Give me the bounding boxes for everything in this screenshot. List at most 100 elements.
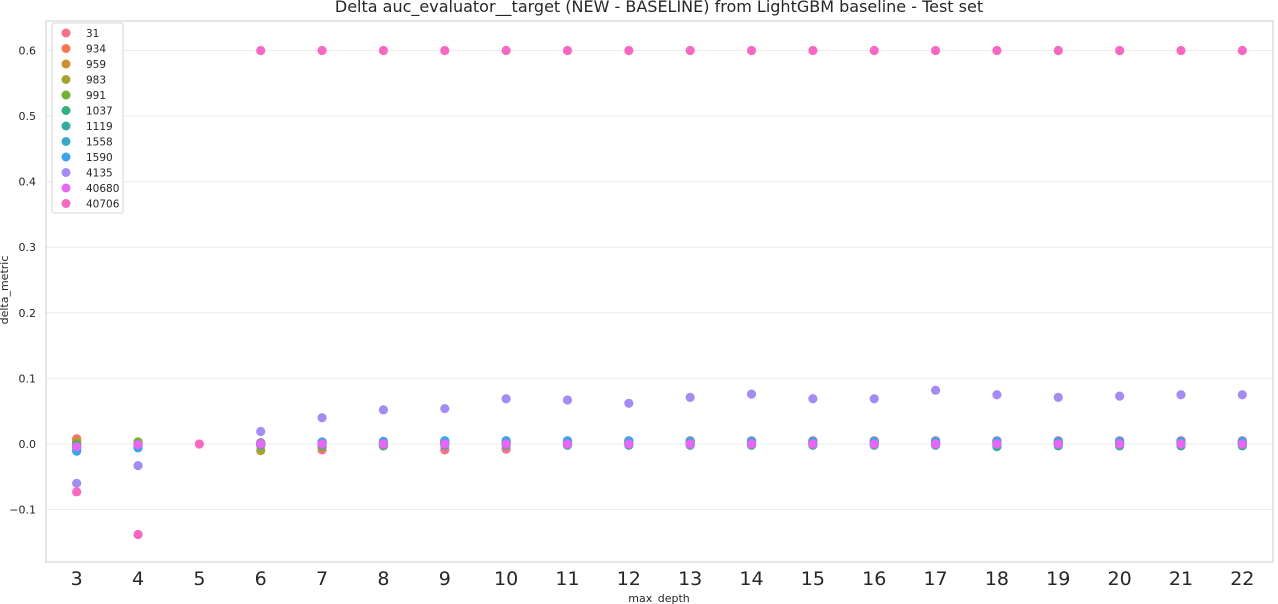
legend-box xyxy=(51,22,124,214)
point-series-40706 xyxy=(624,45,634,56)
x-tick-label: 15 xyxy=(801,568,825,590)
point-series-40706 xyxy=(746,45,757,56)
point-series-40706 xyxy=(317,45,327,56)
point-series-40680 xyxy=(1053,439,1063,449)
point-series-40706 xyxy=(72,487,82,497)
point-series-4135 xyxy=(1053,392,1063,403)
point-series-4135 xyxy=(1115,391,1125,401)
x-tick-label: 7 xyxy=(316,568,328,590)
x-tick-label: 10 xyxy=(494,568,518,590)
y-tick-labels: −0.1 0.0 0.1 0.2 0.3 0.4 0.5 0.6 xyxy=(9,45,36,517)
x-tick-label: 12 xyxy=(617,568,641,590)
point-series-40706 xyxy=(808,45,818,56)
point-series-40706 xyxy=(1176,45,1186,56)
point-series-40706 xyxy=(562,45,573,56)
legend-label: 4135 xyxy=(86,167,113,179)
point-series-40680 xyxy=(317,439,327,449)
y-tick-label: 0.0 xyxy=(19,438,37,451)
legend-marker xyxy=(61,183,71,193)
legend-label: 31 xyxy=(86,28,99,40)
point-series-40680 xyxy=(440,439,450,449)
legend-marker xyxy=(61,137,71,146)
legend-label: 983 xyxy=(86,74,106,86)
legend-label: 1037 xyxy=(86,105,113,117)
point-series-40680 xyxy=(808,439,818,449)
legend-label: 1558 xyxy=(86,136,113,148)
legend-label: 934 xyxy=(86,43,106,55)
y-tick-label: 0.4 xyxy=(19,176,37,189)
point-series-40680 xyxy=(133,440,143,450)
legend-marker xyxy=(61,90,71,100)
point-series-40680 xyxy=(746,439,757,449)
point-series-4135 xyxy=(440,403,450,414)
point-series-4135 xyxy=(317,413,327,423)
point-series-40706 xyxy=(194,439,204,449)
legend-label: 959 xyxy=(86,59,106,71)
point-series-4135 xyxy=(501,394,511,404)
y-tick-label: 0.5 xyxy=(19,110,37,123)
legend-marker xyxy=(61,28,71,38)
point-series-4135 xyxy=(808,394,818,404)
x-tick-label: 9 xyxy=(439,568,451,590)
x-tick-label: 22 xyxy=(1230,568,1254,590)
point-series-4135 xyxy=(992,390,1002,400)
point-series-40680 xyxy=(501,439,511,449)
x-tick-label: 16 xyxy=(862,568,886,590)
point-series-40706 xyxy=(1053,45,1063,56)
point-series-40680 xyxy=(1176,439,1186,449)
x-tick-label: 19 xyxy=(1046,568,1070,590)
point-series-40680 xyxy=(1237,439,1247,449)
legend-label: 1119 xyxy=(86,121,113,133)
point-series-40680 xyxy=(256,439,266,449)
x-tick-label: 5 xyxy=(193,568,205,590)
point-series-40706 xyxy=(501,45,511,56)
x-tick-label: 20 xyxy=(1108,568,1132,590)
legend-marker xyxy=(61,44,71,53)
point-series-40680 xyxy=(624,439,634,449)
point-series-40680 xyxy=(992,439,1002,449)
x-tick-label: 14 xyxy=(739,568,763,590)
x-tick-label: 21 xyxy=(1169,568,1193,590)
point-series-40706 xyxy=(133,529,143,540)
x-tick-label: 13 xyxy=(678,568,702,590)
point-series-40680 xyxy=(685,439,695,449)
point-series-40706 xyxy=(685,45,695,56)
x-tick-label: 17 xyxy=(923,568,947,590)
legend-marker xyxy=(61,168,71,177)
y-axis-label: delta_metric xyxy=(0,256,11,325)
point-series-40706 xyxy=(440,45,450,56)
point-series-4135 xyxy=(1176,390,1186,400)
data-points xyxy=(72,45,1247,540)
point-series-4135 xyxy=(256,426,266,437)
legend-label: 40680 xyxy=(86,183,119,195)
point-series-4135 xyxy=(746,389,757,399)
point-series-4135 xyxy=(869,394,879,404)
point-series-40706 xyxy=(378,45,389,56)
x-tick-label: 6 xyxy=(255,568,267,590)
point-series-4135 xyxy=(133,461,143,471)
y-tick-label: 0.1 xyxy=(19,372,37,385)
point-series-4135 xyxy=(72,478,82,488)
legend-label: 1590 xyxy=(86,152,113,164)
plot-background xyxy=(46,21,1273,562)
point-series-40680 xyxy=(378,439,389,449)
point-series-40706 xyxy=(930,45,941,56)
legend-marker xyxy=(61,75,71,84)
x-tick-label: 3 xyxy=(71,568,83,590)
chart-title: Delta auc_evaluator__target (NEW - BASEL… xyxy=(335,0,983,17)
point-series-4135 xyxy=(685,392,695,403)
point-series-40680 xyxy=(1115,439,1125,449)
x-tick-label: 18 xyxy=(985,568,1009,590)
point-series-40680 xyxy=(930,439,941,449)
point-series-4135 xyxy=(1237,390,1247,400)
point-series-4135 xyxy=(562,395,573,405)
point-series-40706 xyxy=(1237,45,1247,56)
plot-frame xyxy=(45,20,1274,563)
x-axis-label: max_depth xyxy=(628,592,690,604)
legend-marker xyxy=(61,106,71,115)
point-series-40706 xyxy=(869,45,879,56)
point-series-40706 xyxy=(256,45,266,56)
y-tick-label: −0.1 xyxy=(9,504,36,517)
legend-marker xyxy=(61,199,71,208)
